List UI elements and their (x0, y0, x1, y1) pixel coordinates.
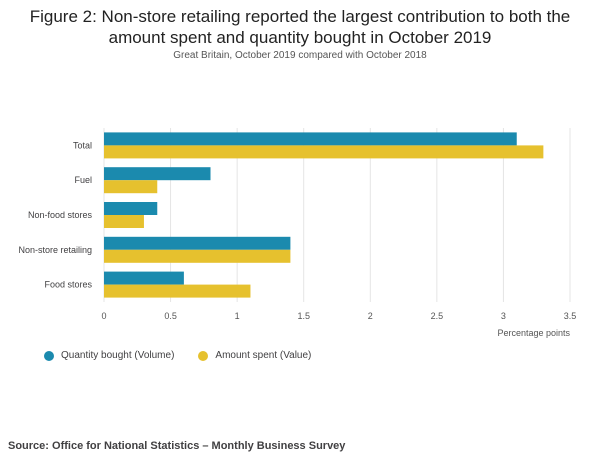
legend-swatch-volume (44, 350, 54, 361)
bar-volume-4 (104, 271, 184, 285)
chart-title-line-1: Figure 2: Non-store retailing reported t… (29, 7, 571, 26)
x-tick-label-4: 2 (368, 311, 373, 321)
bar-value-1 (104, 180, 158, 194)
legend-item-value: Amount spent (Value) (198, 350, 311, 361)
bar-volume-0 (104, 132, 517, 146)
category-label-3: Non-store retailing (18, 245, 92, 255)
legend-swatch-value (198, 350, 209, 361)
x-tick-label-2: 1 (235, 311, 240, 321)
x-axis-title: Percentage points (497, 328, 570, 338)
bar-volume-3 (104, 236, 291, 250)
bar-value-0 (104, 145, 544, 159)
x-tick-label-1: 0.5 (164, 311, 177, 321)
category-label-1: Fuel (74, 175, 92, 185)
x-tick-label-6: 3 (501, 311, 506, 321)
legend-label-volume: Quantity bought (Volume) (61, 350, 175, 361)
x-tick-label-5: 2.5 (431, 311, 444, 321)
x-tick-label-0: 0 (101, 311, 106, 321)
legend-label-value: Amount spent (Value) (215, 350, 312, 361)
x-tick-label-3: 1.5 (297, 311, 310, 321)
bar-value-3 (104, 249, 291, 263)
bar-volume-1 (104, 167, 211, 181)
bar-volume-2 (104, 202, 158, 215)
category-label-4: Food stores (44, 280, 92, 290)
source-note: Source: Office for National Statistics –… (8, 440, 346, 452)
legend-item-volume: Quantity bought (Volume) (44, 350, 174, 361)
chart-title: Figure 2: Non-store retailing reported t… (0, 6, 600, 48)
category-label-0: Total (73, 140, 92, 150)
category-label-2: Non-food stores (28, 210, 93, 220)
bar-value-2 (104, 215, 144, 228)
x-tick-label-7: 3.5 (564, 311, 577, 321)
chart-subtitle: Great Britain, October 2019 compared wit… (173, 50, 427, 61)
legend: Quantity bought (Volume) Amount spent (V… (44, 350, 311, 361)
chart-title-line-2: amount spent and quantity bought in Octo… (108, 28, 492, 47)
bar-value-4 (104, 284, 251, 298)
